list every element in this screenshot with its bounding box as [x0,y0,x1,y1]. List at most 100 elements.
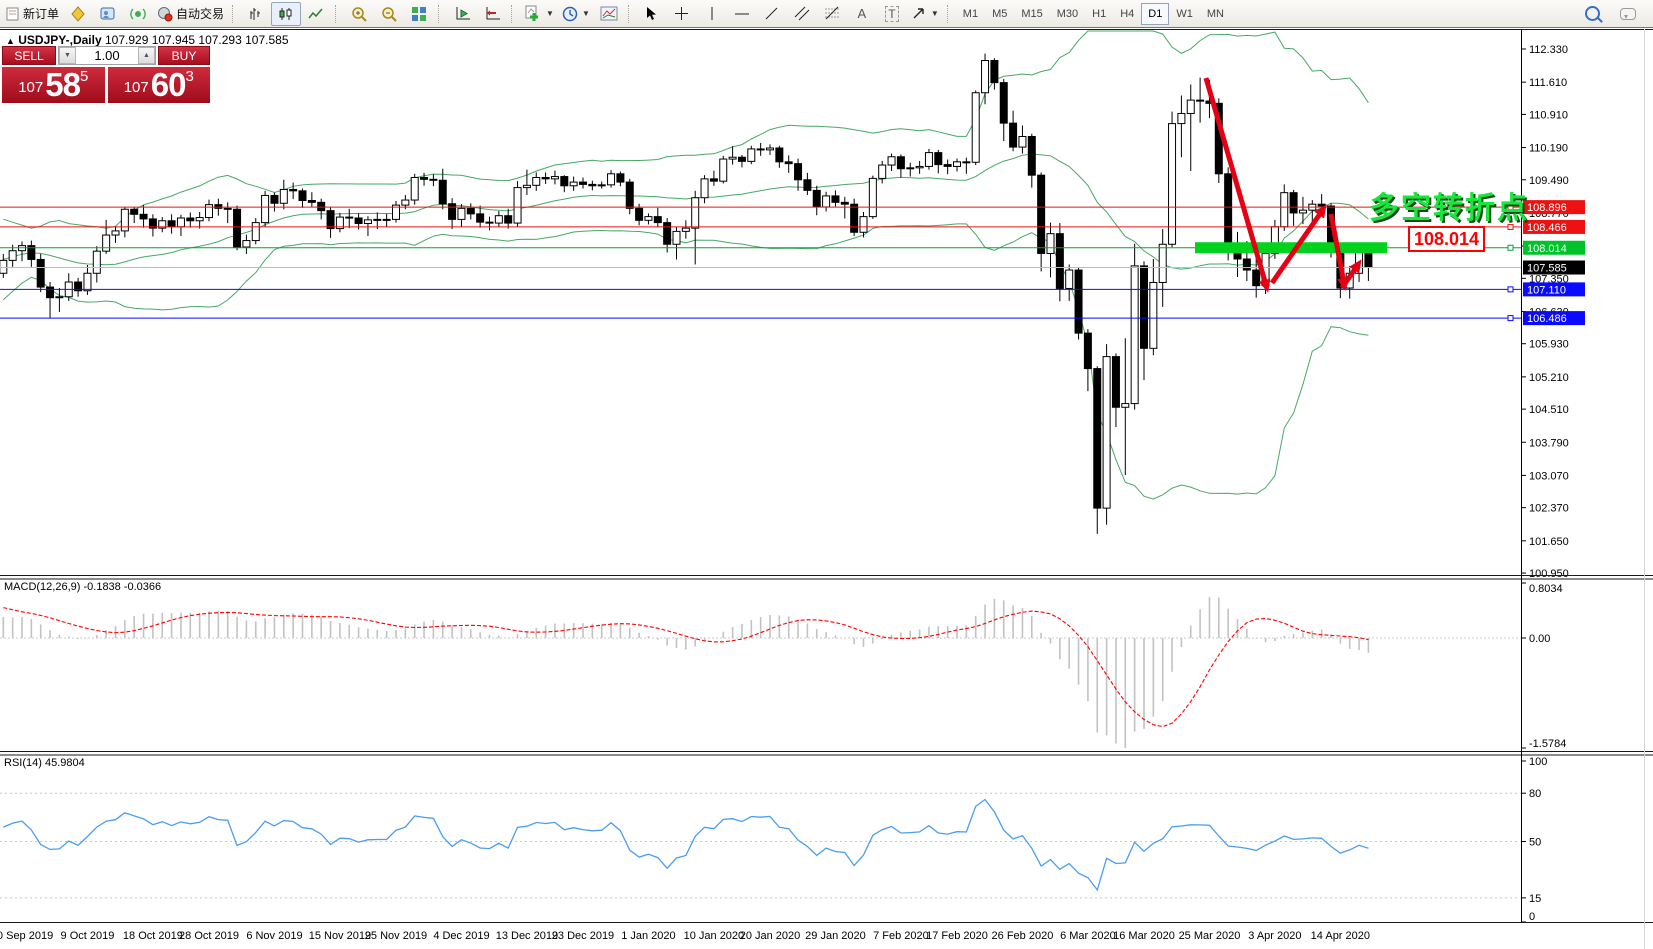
level-label-annotation[interactable]: 108.014 [1408,226,1486,252]
timeframe-w1[interactable]: W1 [1176,7,1193,20]
chat-button[interactable] [1613,2,1643,26]
toolbar-grip [232,4,237,23]
sell-button[interactable]: SELL [2,46,56,65]
autotrading-icon [158,6,173,21]
price-badge-label: 108.466 [1527,222,1567,234]
timeframe-m1[interactable]: M1 [962,7,979,20]
terminal-button[interactable] [93,2,123,26]
autotrading-button[interactable]: 自动交易 [153,2,228,26]
indicators-button[interactable]: ▼ [520,2,558,26]
price-badge [1523,282,1585,297]
volume-decrease-button[interactable]: ▼ [59,47,76,64]
metaquotes-button[interactable] [63,2,93,26]
text-label-button[interactable]: T [877,2,907,26]
trendline-button[interactable] [757,2,787,26]
price-tick-label: 103.790 [1529,437,1569,449]
price-tick-label: 111.610 [1529,77,1567,89]
vertical-line-button[interactable] [697,2,727,26]
timeframe-d1[interactable]: D1 [1141,2,1170,25]
price-tick-label: 105.930 [1529,339,1569,351]
collapse-marker-icon[interactable]: ▲ [6,36,15,46]
date-label: 26 Feb 2020 [992,930,1054,942]
cursor-button[interactable] [637,2,667,26]
timeframe-m15[interactable]: M15 [1021,7,1043,20]
price-badge-label: 107.110 [1527,284,1566,296]
text-button[interactable]: A [847,2,877,26]
horizontal-line-icon [734,13,749,14]
chart-bars-button[interactable] [241,2,271,26]
channel-icon [794,6,810,21]
fibonacci-icon [824,6,839,20]
timeframe-m30[interactable]: M30 [1056,7,1079,20]
price-badges: 108.896 108.466 108.014 107.585 107.110 106.4… [1523,200,1585,326]
price-tick-label: 101.650 [1529,536,1569,548]
price-tick-label: 110.190 [1529,143,1568,155]
indicators-icon [525,5,539,21]
date-label: 13 Dec 2019 [496,930,558,942]
chart-candles-button[interactable] [271,1,302,26]
chart-shift-icon [486,7,500,20]
date-label: 9 Oct 2019 [61,930,115,942]
price-tick-label: 110.910 [1529,109,1568,121]
timeframe-m5[interactable]: M5 [992,7,1008,20]
signals-button[interactable] [123,2,153,26]
auto-scroll-button[interactable] [447,2,477,26]
rsi-tick-label: 100 [1529,756,1547,768]
price-badge [1523,260,1585,275]
periods-button[interactable]: ▼ [558,2,594,26]
one-click-trading-panel: SELL ▼ 1.00 ▲ BUY 107 58 5 107 60 3 [2,46,210,103]
date-label: 6 Nov 2019 [246,930,302,942]
sell-price-display[interactable]: 107 58 5 [2,67,107,103]
turning-point-annotation[interactable]: 多空转折点 [1369,192,1529,225]
date-label: 23 Dec 2019 [552,930,614,942]
new-order-icon [6,7,19,20]
new-order-button[interactable]: 新订单 [2,2,63,26]
channel-button[interactable] [787,2,817,26]
date-label: 18 Oct 2019 [123,930,183,942]
candle-chart-icon [279,7,292,20]
buy-price-display[interactable]: 107 60 3 [107,67,210,103]
crosshair-button[interactable] [667,2,697,26]
date-label: 4 Dec 2019 [433,930,489,942]
rsi-tick-label: 0 [1529,911,1535,923]
candles [0,53,1373,534]
volume-value[interactable]: 1.00 [94,48,120,63]
support-zone-bar[interactable] [1195,242,1387,254]
search-button[interactable] [1577,2,1607,26]
date-label: 14 Apr 2020 [1311,930,1370,942]
clock-icon [562,6,578,21]
chart-shift-button[interactable] [477,2,507,26]
zoom-out-button[interactable] [374,2,404,26]
zigzag-arrows[interactable] [1203,77,1362,293]
buy-button[interactable]: BUY [158,46,210,65]
sell-price-big: 58 [45,66,81,103]
timeframe-h4[interactable]: H4 [1120,7,1135,20]
macd-histogram [2,596,1370,748]
zoom-in-button[interactable] [344,2,374,26]
chart-properties-button[interactable] [594,2,624,26]
timeframe-bar: M1 M5 M15 M30 H1 H4 D1 W1 MN [956,2,1231,25]
price-badge-label: 108.014 [1527,243,1567,255]
date-label: 7 Feb 2020 [873,930,929,942]
macd-tick-label: -1.5784 [1529,738,1566,750]
horizontal-line-button[interactable] [727,2,757,26]
tile-windows-icon [412,6,427,21]
timeframe-h1[interactable]: H1 [1092,7,1107,20]
macd-label: MACD(12,26,9) -0.1838 -0.0366 [4,581,161,593]
cursor-icon [647,7,657,20]
panel-frame [0,29,1653,949]
tile-windows-button[interactable] [404,2,434,26]
volume-increase-button[interactable]: ▲ [138,47,155,64]
macd-tick-label: 0.00 [1529,633,1550,645]
chart-line-button[interactable] [301,2,331,26]
trendline-icon [766,7,778,20]
arrows-button[interactable]: ▼ [907,2,943,26]
rsi-name: RSI(14) [4,757,42,769]
buy-price-small: 107 [123,79,149,96]
fibonacci-button[interactable] [817,2,847,26]
rsi-label: RSI(14) 45.9804 [4,757,85,769]
timeframe-mn[interactable]: MN [1206,7,1224,20]
price-badge-label: 108.896 [1527,202,1567,214]
